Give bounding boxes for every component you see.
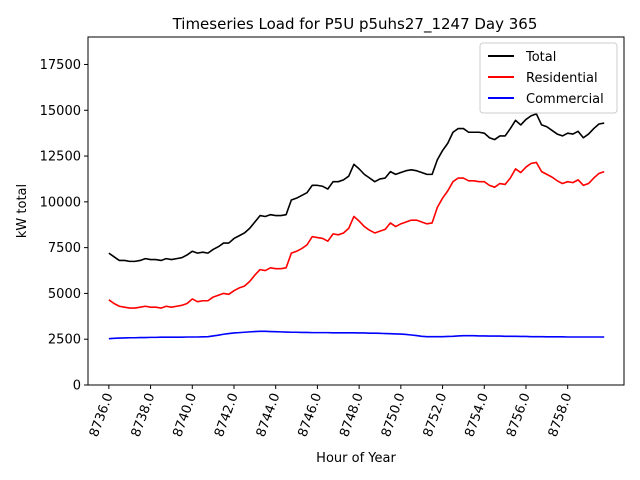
legend-label-total: Total (525, 50, 556, 65)
series-group (108, 113, 605, 340)
y-tick-label: 2500 (48, 333, 81, 348)
y-axis: 0 2500 5000 7500 10000 12500 15000 17500 (40, 58, 88, 394)
legend: Total Residential Commercial (479, 42, 618, 114)
series-line-total (108, 113, 605, 263)
y-tick-label: 10000 (40, 195, 81, 210)
y-tick-label: 17500 (40, 58, 81, 73)
series-line-residential (108, 161, 605, 309)
legend-box (479, 42, 618, 114)
y-tick-label: 15000 (40, 104, 81, 119)
y-tick-label: 12500 (40, 150, 81, 165)
y-tick-label: 5000 (48, 287, 81, 302)
y-axis-label: kW total (15, 184, 30, 238)
y-tick-label: 0 (73, 379, 81, 394)
legend-label-commercial: Commercial (526, 92, 604, 107)
legend-label-residential: Residential (526, 71, 598, 86)
y-tick-label: 7500 (48, 241, 81, 256)
chart-title: Timeseries Load for P5U p5uhs27_1247 Day… (172, 15, 538, 34)
series-line-commercial (108, 330, 605, 340)
x-axis-label: Hour of Year (316, 451, 396, 466)
